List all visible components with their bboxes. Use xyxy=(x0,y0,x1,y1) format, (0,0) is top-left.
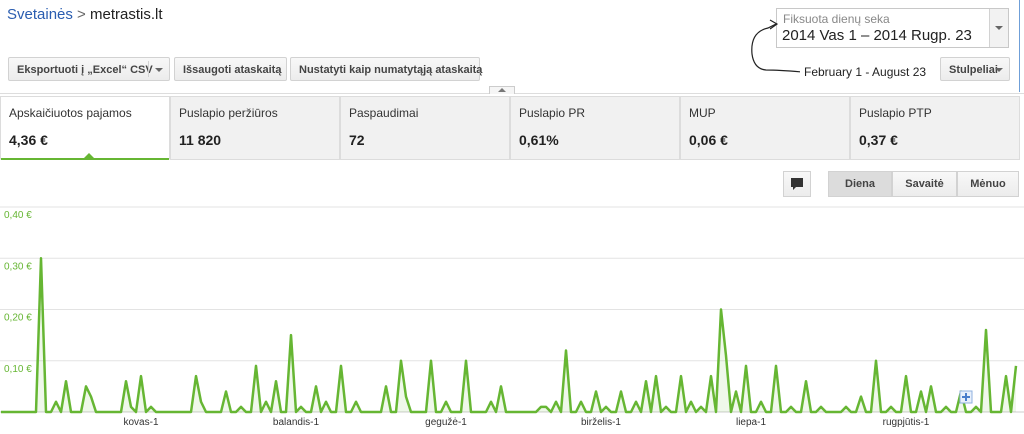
metric-tab[interactable]: Puslapio peržiūros 11 820 xyxy=(170,96,340,160)
columns-button[interactable]: Stulpeliai xyxy=(940,57,1010,81)
metric-label: MUP xyxy=(689,106,716,120)
columns-label: Stulpeliai xyxy=(949,64,998,76)
metric-tab[interactable]: MUP 0,06 € xyxy=(680,96,850,160)
granularity-button[interactable]: Mėnuo xyxy=(957,171,1019,197)
annotation-marker-plus xyxy=(962,393,970,401)
export-label: Eksportuoti į „Excel“ CSV xyxy=(17,64,153,76)
metric-value: 4,36 € xyxy=(9,132,48,148)
granularity-button[interactable]: Savaitė xyxy=(892,171,957,197)
x-tick-label: liepa-1 xyxy=(736,417,766,428)
collapse-tab[interactable] xyxy=(489,86,515,94)
selected-caret xyxy=(83,153,95,159)
set-default-button[interactable]: Nustatyti kaip numatytąją ataskaitą xyxy=(290,57,482,81)
breadcrumb-parent[interactable]: Svetainės xyxy=(7,6,73,23)
export-button[interactable]: Eksportuoti į „Excel“ CSV xyxy=(8,57,170,81)
metric-value: 0,06 € xyxy=(689,132,728,148)
metric-value: 72 xyxy=(349,132,365,148)
breadcrumb-separator: > xyxy=(77,6,86,23)
edge-line xyxy=(1019,0,1020,92)
metric-tab[interactable]: Puslapio PR 0,61% xyxy=(510,96,680,160)
metric-value: 11 820 xyxy=(179,132,222,148)
breadcrumb-current: metrastis.lt xyxy=(89,6,163,23)
annotation: February 1 - August 23 xyxy=(804,65,927,79)
metric-tab[interactable]: Puslapio PTP 0,37 € xyxy=(850,96,1020,160)
y-tick-label: 0,30 € xyxy=(4,261,32,272)
y-tick-label: 0,10 € xyxy=(4,364,32,375)
granularity-button[interactable]: Diena xyxy=(828,171,892,197)
save-button[interactable]: Išsaugoti ataskaitą xyxy=(174,57,287,81)
chart: 0,10 € 0,20 € 0,30 € 0,40 € kovas-1 balandis-… xyxy=(0,206,1024,428)
date-range-value: 2014 Vas 1 – 2014 Rugp. 23 xyxy=(782,27,972,44)
y-tick-label: 0,40 € xyxy=(4,210,32,221)
annotation-button[interactable] xyxy=(783,171,811,197)
metric-label: Puslapio PR xyxy=(519,106,586,120)
metric-label: Puslapio PTP xyxy=(859,106,932,120)
metric-tab[interactable]: Apskaičiuotos pajamos 4,36 € xyxy=(0,96,170,160)
metric-value: 0,37 € xyxy=(859,132,898,148)
x-tick-label: birželis-1 xyxy=(581,417,621,428)
metric-label: Apskaičiuotos pajamos xyxy=(9,106,132,120)
metric-label: Paspaudimai xyxy=(349,106,419,120)
date-range-label: Fiksuota dienų seka xyxy=(783,12,890,26)
selected-underline xyxy=(1,158,169,160)
hand-drawn-arrow xyxy=(751,19,800,73)
metric-tab[interactable]: Paspaudimai 72 xyxy=(340,96,510,160)
date-range-picker[interactable]: Fiksuota dienų seka 2014 Vas 1 – 2014 Ru… xyxy=(776,8,1009,48)
breadcrumb: Svetainės > metrastis.lt xyxy=(7,6,163,23)
metric-label: Puslapio peržiūros xyxy=(179,106,278,120)
line xyxy=(1,257,1018,414)
y-tick-label: 0,20 € xyxy=(4,313,32,324)
x-tick-label: rugpjūtis-1 xyxy=(883,417,930,428)
area-fill xyxy=(1,258,1016,412)
x-tick-label: balandis-1 xyxy=(273,417,320,428)
metric-value: 0,61% xyxy=(519,132,559,148)
x-tick-label: kovas-1 xyxy=(123,417,158,428)
x-tick-label: gegužė-1 xyxy=(425,417,467,428)
